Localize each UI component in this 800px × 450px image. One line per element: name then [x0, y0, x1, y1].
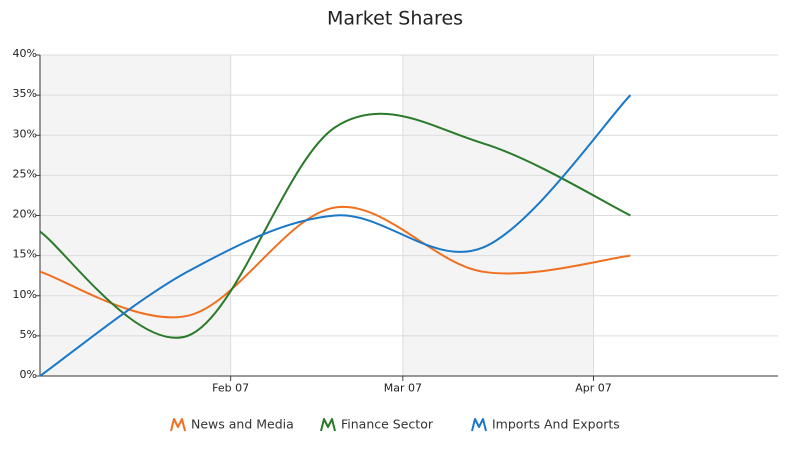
- legend-swatch: [170, 418, 186, 432]
- legend-label: Imports And Exports: [492, 417, 620, 432]
- series-line: [39, 112, 631, 339]
- y-tick-label: 5%: [20, 328, 37, 341]
- y-tick-label: 25%: [13, 167, 37, 180]
- x-tick-label: Mar 07: [384, 382, 422, 395]
- legend-label: Finance Sector: [341, 417, 434, 432]
- y-tick-label: 35%: [13, 87, 37, 100]
- chart-title: Market Shares: [327, 8, 463, 30]
- y-tick-label: 0%: [20, 368, 37, 381]
- y-tick-label: 20%: [13, 208, 37, 221]
- y-tick-label: 30%: [13, 127, 37, 140]
- series-line: [39, 205, 631, 319]
- x-tick-label: Feb 07: [212, 382, 249, 395]
- legend-label: News and Media: [191, 417, 294, 432]
- series-line: [39, 94, 632, 377]
- legend-swatch: [471, 418, 487, 432]
- legend-swatch: [320, 418, 336, 432]
- y-tick-label: 15%: [13, 248, 37, 261]
- y-tick-label: 40%: [13, 47, 37, 60]
- y-tick-label: 10%: [13, 288, 37, 301]
- x-tick-label: Apr 07: [575, 382, 612, 395]
